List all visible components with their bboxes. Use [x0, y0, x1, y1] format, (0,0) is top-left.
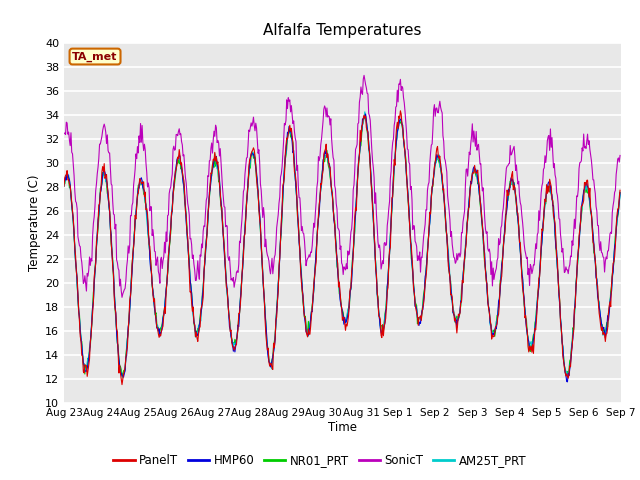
Text: TA_met: TA_met: [72, 51, 118, 61]
X-axis label: Time: Time: [328, 421, 357, 434]
Y-axis label: Temperature (C): Temperature (C): [28, 175, 41, 272]
Title: Alfalfa Temperatures: Alfalfa Temperatures: [263, 23, 422, 38]
Legend: PanelT, HMP60, NR01_PRT, SonicT, AM25T_PRT: PanelT, HMP60, NR01_PRT, SonicT, AM25T_P…: [109, 449, 531, 472]
